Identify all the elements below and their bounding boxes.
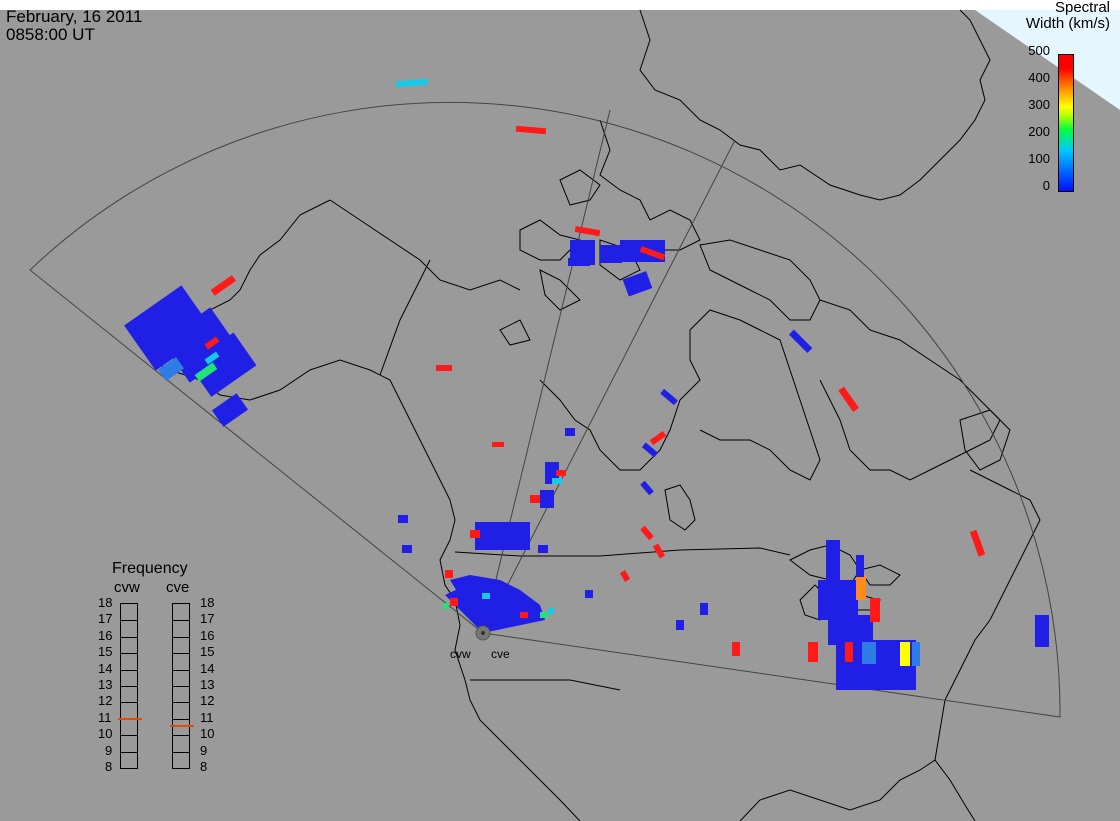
colorbar-tick: 300: [1028, 97, 1050, 112]
coastlines: [149, 9, 1041, 821]
frequency-cell: [173, 751, 189, 753]
frequency-cell: [121, 702, 137, 704]
frequency-cell: [121, 653, 137, 655]
frequency-cell: [121, 751, 137, 753]
frequency-tick-label: 11: [98, 709, 112, 725]
scatter-east: [808, 540, 920, 690]
colorbar-title-line2: Width (km/s): [1025, 15, 1110, 32]
frequency-tick-label: 17: [200, 611, 215, 627]
frequency-gauge-cvw: [120, 603, 138, 769]
top-margin: [0, 0, 1120, 10]
colorbar-title: Spectral Width (km/s): [1010, 0, 1110, 32]
scatter-arctic: [568, 225, 666, 297]
radar-name-cvw: cvw: [114, 579, 140, 596]
frequency-tick-label: 16: [98, 627, 113, 643]
frequency-tick-label: 15: [98, 644, 113, 660]
frequency-cell: [173, 653, 189, 655]
colorbar-tick: 100: [1028, 151, 1050, 166]
frequency-cell: [173, 620, 189, 622]
frequency-tick-label: 17: [98, 611, 113, 627]
frequency-cell: [121, 620, 137, 622]
frequency-tick-label: 8: [105, 759, 113, 774]
corner-wedge: [975, 10, 1120, 110]
frequency-tick-label: 13: [200, 677, 215, 692]
frequency-tick-label: 12: [200, 693, 215, 709]
frequency-cell: [121, 669, 137, 671]
scatter-top-red: [515, 125, 547, 135]
political-boundaries: [379, 259, 791, 691]
scatter-near-radar: [443, 570, 554, 633]
scatter-cells: [124, 78, 1049, 690]
frequency-tick-label: 15: [200, 644, 215, 660]
frequency-tick-label: 16: [200, 627, 215, 643]
frequency-tick-label: 18: [98, 595, 113, 610]
scatter-alaska: [124, 275, 257, 427]
frequency-cell: [121, 636, 137, 638]
frequency-marker-cvw: [118, 718, 142, 721]
page-title: February, 16 2011 0858:00 UT: [6, 8, 142, 44]
scatter-beam: [398, 428, 575, 553]
frequency-cell: [121, 686, 137, 687]
time-label: 0858:00 UT: [6, 25, 95, 44]
colorbar-tick: 400: [1028, 70, 1050, 85]
frequency-tick-label: 11: [200, 709, 214, 725]
frequency-cell: [173, 718, 189, 720]
frequency-tick-label: 14: [200, 660, 215, 676]
scatter-top-cyan: [395, 78, 429, 88]
radar-site-dot: [481, 631, 485, 635]
radar-name-cve: cve: [166, 579, 190, 596]
frequency-title: Frequency: [112, 560, 188, 577]
frequency-cell: [173, 686, 189, 687]
colorbar: [1058, 54, 1074, 192]
radar-site-label-cve: cve: [491, 647, 510, 661]
frequency-tick-label: 18: [200, 595, 215, 610]
frequency-marker-cve: [170, 725, 194, 727]
frequency-cell: [173, 669, 189, 671]
radar-site-label-cvw: cvw: [450, 647, 471, 661]
frequency-tick-label: 14: [98, 660, 113, 676]
frequency-cell: [173, 735, 189, 737]
colorbar-tick: 0: [1042, 178, 1050, 193]
colorbar-tick: 200: [1028, 124, 1050, 139]
frequency-tick-label: 9: [200, 742, 208, 758]
frequency-tick-label: 8: [200, 759, 208, 774]
frequency-cell: [173, 702, 189, 704]
frequency-tick-label: 10: [200, 726, 215, 742]
frequency-tick-label: 9: [105, 742, 113, 758]
frequency-tick-label: 13: [98, 677, 113, 692]
colorbar-tick: 500: [1028, 43, 1050, 58]
frequency-gauge-cve: [172, 603, 190, 769]
date-label: February, 16 2011: [6, 7, 143, 26]
frequency-tick-label: 10: [98, 726, 113, 742]
colorbar-title-line1: Spectral: [1054, 0, 1110, 16]
frequency-tick-label: 12: [98, 693, 113, 709]
frequency-cell: [121, 735, 137, 737]
frequency-cell: [173, 636, 189, 638]
